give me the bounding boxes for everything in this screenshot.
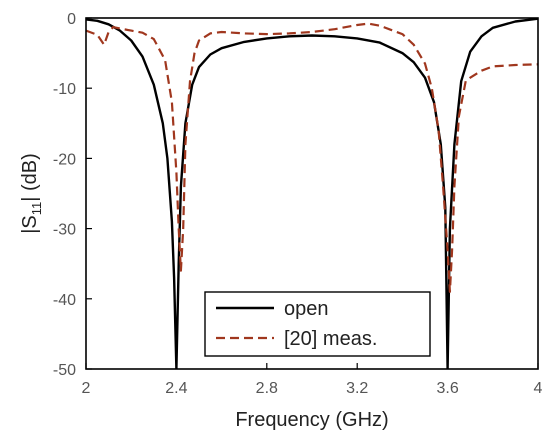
y-axis-title-prefix: |S bbox=[19, 215, 41, 234]
legend: open [20] meas. bbox=[204, 291, 431, 357]
x-tick-label: 2.8 bbox=[256, 380, 278, 397]
legend-label-open: open bbox=[284, 298, 329, 320]
x-axis-title: Frequency (GHz) bbox=[235, 409, 388, 431]
y-axis-title-suffix: | (dB) bbox=[19, 153, 41, 202]
x-tick-label: 2.4 bbox=[165, 380, 187, 397]
y-tick-label: -10 bbox=[53, 81, 76, 98]
x-tick-label: 3.2 bbox=[346, 380, 368, 397]
legend-box bbox=[204, 291, 431, 357]
y-tick-label: 0 bbox=[67, 11, 76, 28]
y-tick-label: -20 bbox=[53, 151, 76, 168]
y-tick-label: -50 bbox=[53, 362, 76, 379]
y-axis-title: |S11| (dB) bbox=[19, 153, 44, 234]
y-tick-label: -40 bbox=[53, 292, 76, 309]
y-axis-title-subscript: 11 bbox=[29, 202, 44, 216]
series-line-open bbox=[86, 18, 538, 369]
legend-label-meas: [20] meas. bbox=[284, 328, 377, 350]
y-tick-label: -30 bbox=[53, 222, 76, 239]
series-line-meas bbox=[86, 22, 538, 293]
series-layer bbox=[86, 18, 538, 369]
x-tick-label: 4 bbox=[534, 380, 543, 397]
ticks-layer: 2 2.4 2.8 3.2 3.6 4 0 -10 -20 -30 -40 -50 bbox=[53, 11, 543, 397]
plot-frame bbox=[85, 17, 539, 370]
x-tick-label: 3.6 bbox=[436, 380, 458, 397]
x-tick-label: 2 bbox=[82, 380, 91, 397]
